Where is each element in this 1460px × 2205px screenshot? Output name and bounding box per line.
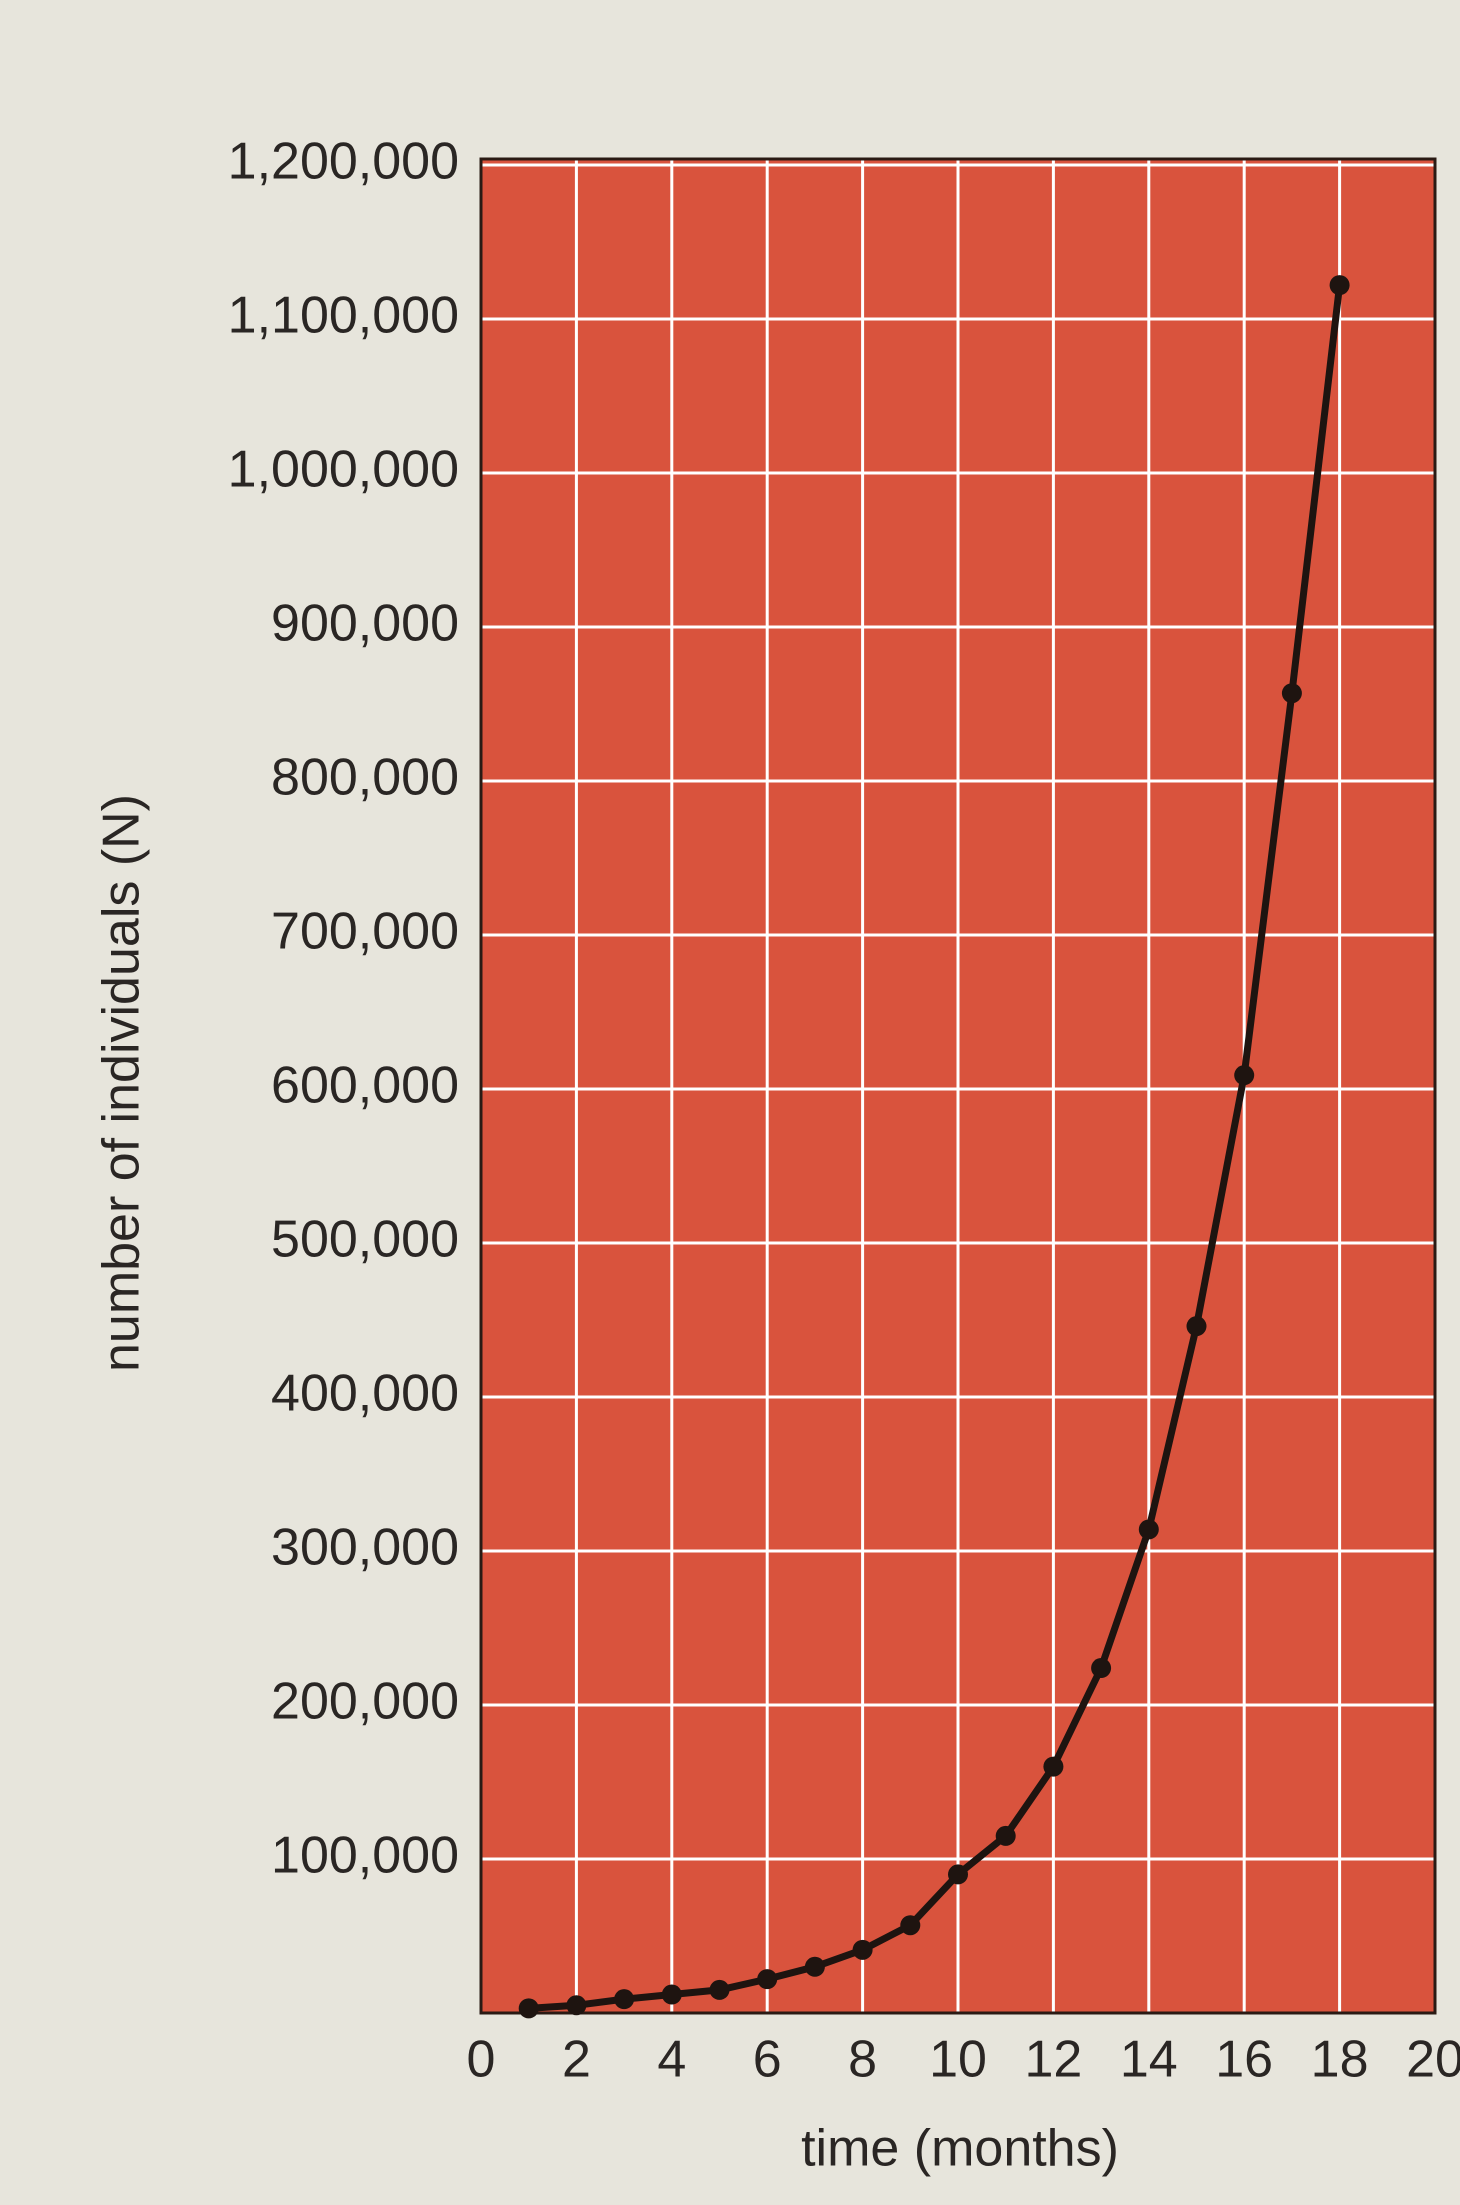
y-tick-label: 200,000: [271, 1673, 459, 1731]
data-point: [1043, 1756, 1064, 1777]
x-tick-label: 6: [753, 2031, 782, 2089]
y-tick-label: 500,000: [271, 1211, 459, 1269]
y-tick-label: 100,000: [271, 1827, 459, 1885]
y-tick-label: 600,000: [271, 1057, 459, 1115]
data-point: [1138, 1519, 1159, 1540]
data-point: [1234, 1065, 1255, 1086]
y-tick-label: 1,200,000: [228, 133, 459, 191]
y-tick-label: 300,000: [271, 1519, 459, 1577]
data-point: [804, 1956, 825, 1977]
data-point: [948, 1864, 968, 1885]
data-point: [852, 1939, 873, 1960]
plot-frame: [479, 157, 1437, 2015]
x-tick-label: 16: [1215, 2031, 1273, 2089]
data-point: [709, 1979, 730, 2000]
x-tick-label: 0: [467, 2031, 496, 2089]
data-point: [614, 1989, 635, 2010]
x-tick-label: 8: [848, 2031, 877, 2089]
x-tick-label: 18: [1311, 2031, 1369, 2089]
y-tick-label: 1,100,000: [228, 287, 459, 345]
y-tick-label: 400,000: [271, 1365, 459, 1423]
x-axis-title: time (months): [801, 2120, 1119, 2178]
y-tick-label: 1,000,000: [228, 441, 459, 499]
data-point: [757, 1969, 778, 1990]
y-tick-label: 900,000: [271, 595, 459, 653]
data-point: [1091, 1658, 1112, 1679]
x-tick-label: 4: [657, 2031, 686, 2089]
x-tick-label: 2: [562, 2031, 591, 2089]
data-point: [995, 1825, 1016, 1846]
data-point: [566, 1995, 587, 2016]
data-point: [1186, 1316, 1207, 1337]
data-point: [900, 1915, 921, 1936]
y-tick-label: 800,000: [271, 749, 459, 807]
y-tick-label: 700,000: [271, 903, 459, 961]
data-point: [518, 1998, 539, 2019]
x-tick-label: 10: [929, 2031, 987, 2089]
x-tick-label: 12: [1024, 2031, 1082, 2089]
data-point: [661, 1984, 682, 2005]
x-tick-label: 14: [1120, 2031, 1178, 2089]
y-axis-title: number of individuals (N): [93, 794, 151, 1372]
data-point: [1329, 275, 1350, 296]
data-point: [1281, 683, 1302, 704]
x-tick-label: 20: [1406, 2031, 1460, 2089]
